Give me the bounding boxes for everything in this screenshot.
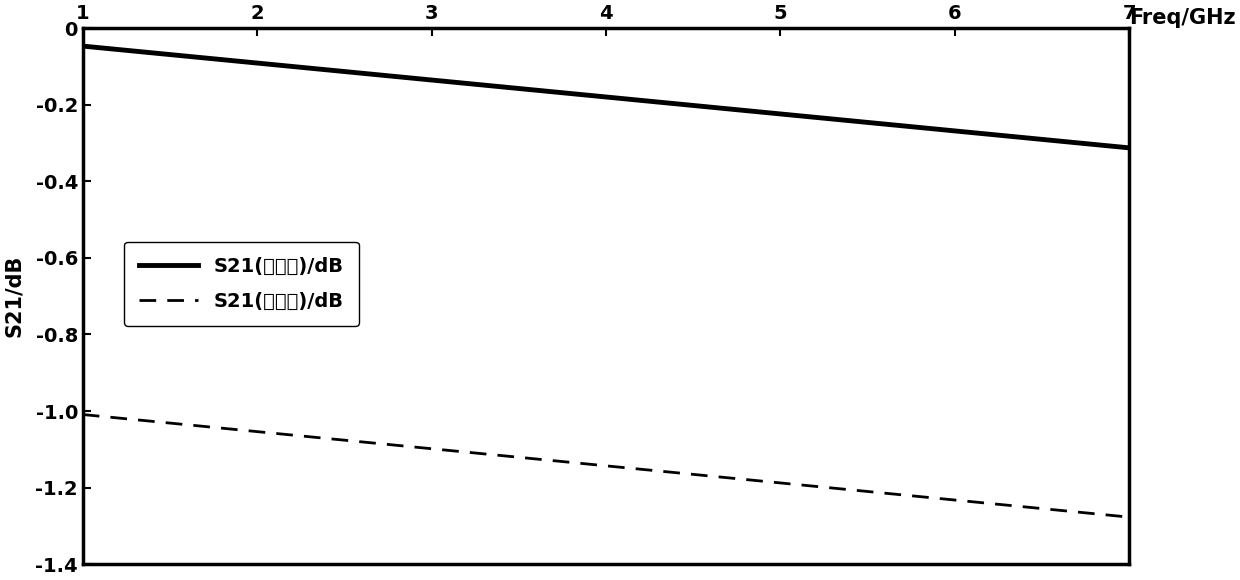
Y-axis label: S21/dB: S21/dB (4, 255, 24, 338)
Text: Freq/GHz: Freq/GHz (1130, 8, 1236, 28)
Legend: S21(参考态)/dB, S21(衰减态)/dB: S21(参考态)/dB, S21(衰减态)/dB (124, 241, 358, 326)
